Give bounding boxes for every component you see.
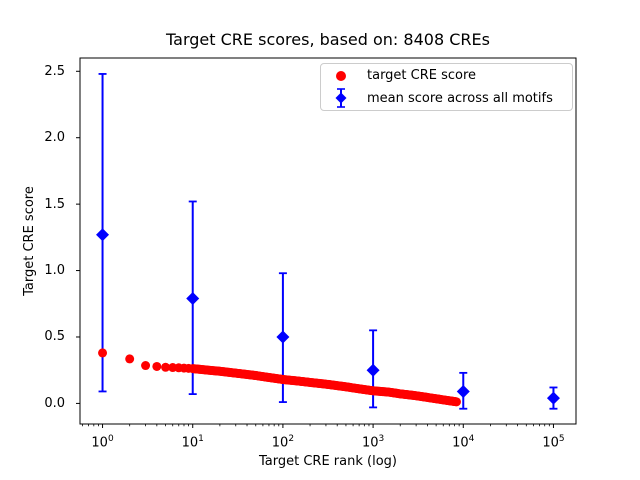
mean-score-errorbars	[98, 73, 558, 410]
x-tick-label: 100	[91, 434, 114, 451]
y-tick-label: 0.5	[44, 329, 65, 345]
axes-frame	[79, 57, 577, 425]
legend-entry-label: mean score across all motifs	[367, 90, 553, 106]
legend: target CRE score mean score across all m…	[320, 63, 573, 111]
x-tick-label: 102	[271, 434, 295, 451]
mean-score-diamonds	[96, 228, 560, 405]
legend-entry-mean-score: mean score across all motifs	[321, 87, 572, 109]
blue-diamond-errorbar-marker-icon	[335, 88, 347, 109]
red-circle-marker-icon	[336, 70, 346, 81]
y-tick-label: 0.0	[44, 395, 65, 411]
target-score-scatter	[98, 348, 461, 407]
legend-entry-label: target CRE score	[367, 68, 477, 84]
y-axis-label: Target CRE score	[22, 186, 37, 296]
x-tick-label: 103	[361, 434, 385, 451]
y-tick-label: 1.0	[44, 263, 65, 279]
x-axis-label: Target CRE rank (log)	[259, 454, 397, 469]
y-tick-label: 1.5	[44, 196, 65, 212]
y-axis	[76, 70, 80, 404]
x-tick-label: 101	[181, 434, 204, 451]
x-tick-label: 104	[452, 434, 475, 451]
chart-title: Target CRE scores, based on: 8408 CREs	[166, 30, 490, 49]
x-tick-label: 105	[542, 434, 565, 451]
y-tick-label: 2.0	[44, 130, 65, 146]
y-tick-label: 2.5	[44, 63, 65, 79]
legend-entry-target-score: target CRE score	[321, 65, 572, 87]
x-axis	[82, 424, 554, 428]
